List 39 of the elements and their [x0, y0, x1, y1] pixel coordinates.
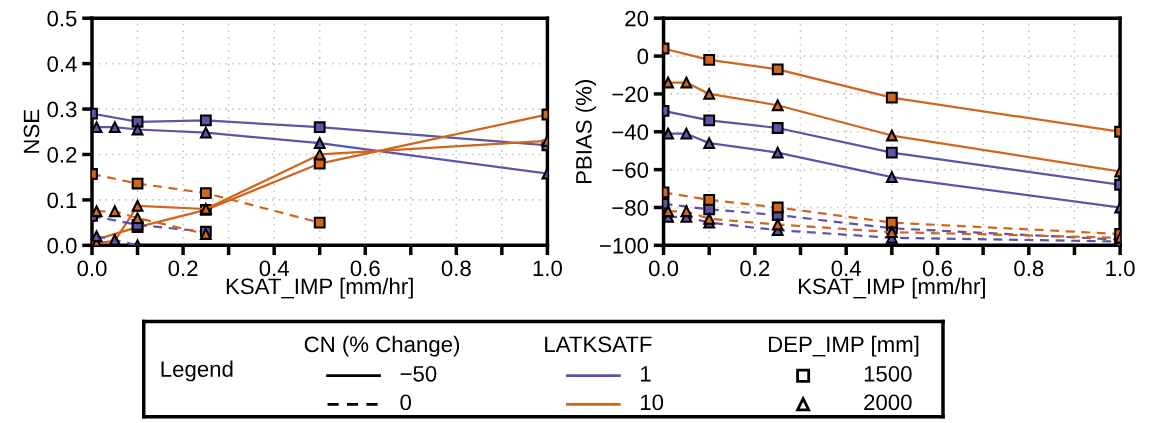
- x-tick-label: 0.8: [441, 260, 471, 277]
- x-tick-label: 0.4: [259, 260, 289, 277]
- y-tick-label: −100: [600, 237, 649, 254]
- y-tick-label: −80: [612, 200, 649, 216]
- y-axis-title: PBIAS (%): [575, 80, 597, 184]
- x-tick-label: 0.6: [350, 260, 380, 277]
- y-tick-label: −60: [612, 162, 649, 178]
- text: LATKSATF: [545, 336, 652, 353]
- y-tick-label: 0: [637, 48, 649, 65]
- text: 0: [400, 394, 411, 411]
- y-tick-label: 20: [625, 10, 649, 27]
- y-tick-label: 0.5: [47, 10, 77, 27]
- y-axis-title: NSE: [23, 109, 40, 153]
- x-tick-label: 0.0: [77, 260, 107, 277]
- y-tick-label: 0.1: [47, 192, 77, 209]
- text: 1500: [864, 365, 912, 382]
- text: CN (% Change): [304, 335, 460, 357]
- x-tick-label: 0.0: [648, 260, 679, 277]
- x-tick-label: 0.2: [168, 260, 198, 277]
- text: −50: [400, 365, 437, 382]
- y-tick-label: 0.4: [47, 56, 77, 72]
- x-axis-title: KSAT_IMP [mm/hr]: [798, 277, 985, 299]
- text: 2000: [864, 394, 912, 411]
- x-tick-label: 1.0: [1106, 260, 1135, 277]
- x-tick-label: 0.6: [922, 260, 952, 277]
- x-tick-label: 1.0: [533, 260, 562, 277]
- text: 1: [640, 366, 651, 382]
- text: Legend: [161, 360, 233, 382]
- text: 10: [640, 394, 664, 411]
- y-tick-label: −20: [612, 86, 649, 103]
- x-axis-title: KSAT_IMP [mm/hr]: [226, 277, 413, 299]
- x-tick-label: 0.8: [1014, 260, 1044, 277]
- x-tick-label: 0.4: [831, 260, 861, 277]
- y-tick-label: 0.3: [47, 101, 77, 118]
- y-tick-label: 0.0: [47, 237, 77, 254]
- text: DEP_IMP [mm]: [768, 335, 919, 357]
- x-tick-label: 0.2: [740, 260, 770, 277]
- y-tick-label: 0.2: [47, 147, 77, 163]
- y-tick-label: −40: [612, 124, 649, 141]
